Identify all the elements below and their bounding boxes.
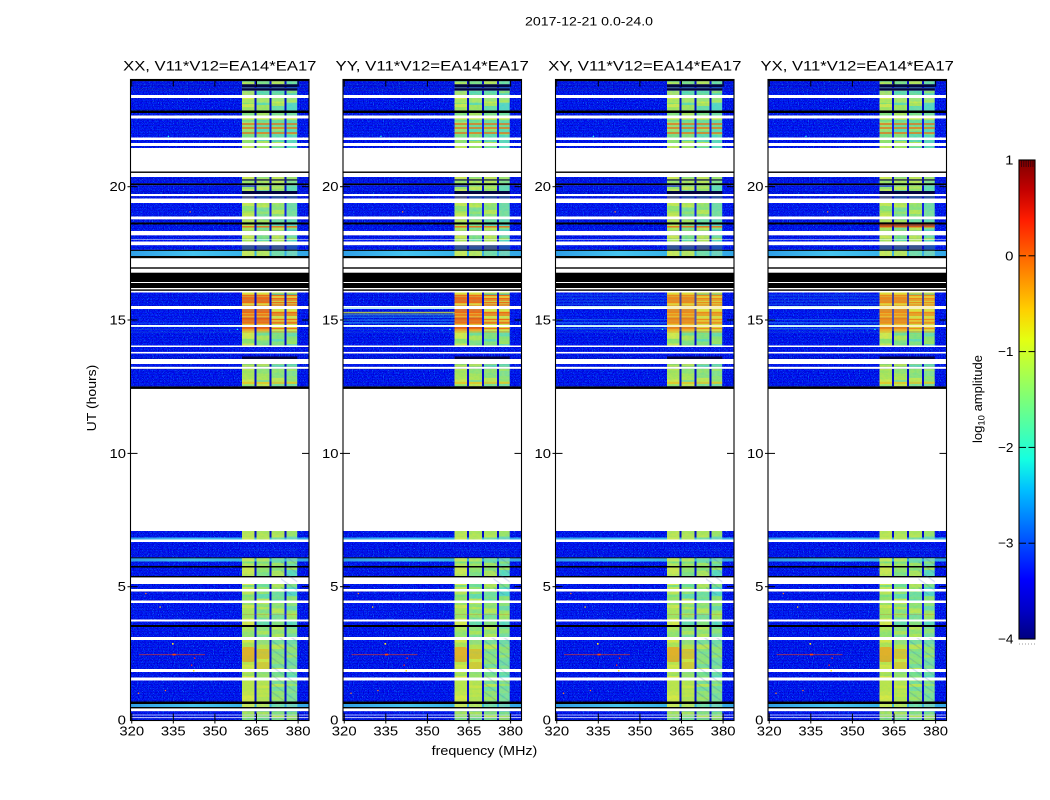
svg-text:5: 5 (543, 579, 551, 594)
svg-text:5: 5 (118, 579, 126, 594)
svg-text:YX, V11*V12=EA14*EA17: YX, V11*V12=EA14*EA17 (761, 58, 955, 74)
svg-text:15: 15 (322, 313, 339, 328)
svg-text:20: 20 (110, 179, 127, 194)
svg-text:15: 15 (535, 313, 552, 328)
svg-text:0: 0 (1005, 248, 1013, 263)
svg-text:YY, V11*V12=EA14*EA17: YY, V11*V12=EA14*EA17 (336, 58, 530, 74)
svg-text:2017-12-21 0.0-24.0: 2017-12-21 0.0-24.0 (525, 15, 653, 29)
svg-text:log10 amplitude: log10 amplitude (970, 355, 988, 443)
svg-text:−4: −4 (998, 632, 1014, 647)
svg-text:UT (hours): UT (hours) (84, 365, 99, 432)
svg-text:365: 365 (457, 724, 482, 739)
svg-text:20: 20 (535, 179, 552, 194)
svg-text:320: 320 (757, 724, 782, 739)
svg-text:XY, V11*V12=EA14*EA17: XY, V11*V12=EA14*EA17 (548, 58, 742, 74)
svg-text:5: 5 (755, 579, 763, 594)
svg-text:350: 350 (840, 724, 865, 739)
svg-text:−2: −2 (998, 440, 1014, 455)
svg-text:10: 10 (322, 446, 339, 461)
svg-text:320: 320 (332, 724, 357, 739)
svg-text:335: 335 (586, 724, 611, 739)
svg-text:335: 335 (161, 724, 186, 739)
svg-text:320: 320 (119, 724, 144, 739)
svg-text:380: 380 (286, 724, 311, 739)
svg-text:15: 15 (747, 313, 764, 328)
svg-text:20: 20 (322, 179, 339, 194)
svg-text:10: 10 (110, 446, 127, 461)
svg-text:0: 0 (543, 713, 551, 728)
svg-text:350: 350 (415, 724, 440, 739)
svg-text:15: 15 (110, 313, 127, 328)
svg-text:350: 350 (628, 724, 653, 739)
svg-text:0: 0 (755, 713, 763, 728)
svg-text:380: 380 (498, 724, 523, 739)
svg-text:350: 350 (203, 724, 228, 739)
svg-text:380: 380 (711, 724, 736, 739)
svg-text:frequency (MHz): frequency (MHz) (432, 743, 538, 758)
svg-text:335: 335 (798, 724, 823, 739)
svg-text:365: 365 (882, 724, 907, 739)
svg-text:365: 365 (244, 724, 269, 739)
svg-text:−3: −3 (998, 536, 1014, 551)
svg-text:320: 320 (544, 724, 569, 739)
svg-text:1: 1 (1005, 153, 1013, 168)
svg-text:5: 5 (330, 579, 338, 594)
svg-text:0: 0 (330, 713, 338, 728)
svg-text:365: 365 (669, 724, 694, 739)
svg-text:10: 10 (535, 446, 552, 461)
svg-text:0: 0 (118, 713, 126, 728)
svg-text:10: 10 (747, 446, 764, 461)
svg-text:335: 335 (373, 724, 398, 739)
svg-text:20: 20 (747, 179, 764, 194)
svg-text:−1: −1 (998, 344, 1014, 359)
svg-text:380: 380 (923, 724, 948, 739)
svg-text:XX, V11*V12=EA14*EA17: XX, V11*V12=EA14*EA17 (123, 58, 317, 74)
